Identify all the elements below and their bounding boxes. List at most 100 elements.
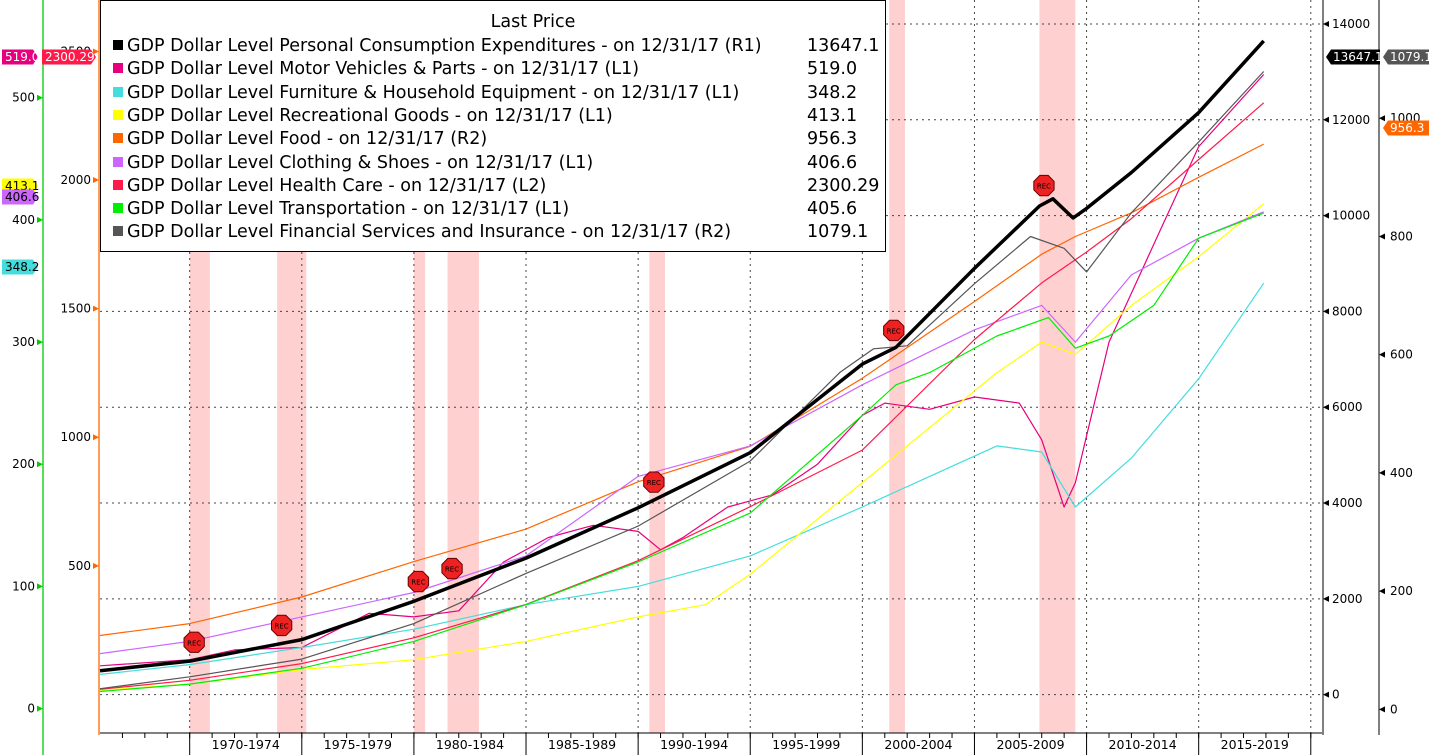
axis-L2-tick-4 <box>93 48 99 55</box>
axis-L2-label-1: 1000 <box>60 430 91 444</box>
legend-swatch-4 <box>113 133 123 144</box>
axis-R1-tick-3 <box>1323 404 1329 411</box>
x-tick-label-4: 1990-1994 <box>660 737 728 752</box>
axis-L2-tick-3 <box>93 177 99 184</box>
axis-L2-label-2: 1500 <box>60 302 91 316</box>
series-line-2 <box>99 282 1265 675</box>
series-line-5 <box>99 211 1264 655</box>
x-tick-label-1: 1975-1979 <box>324 737 392 752</box>
axes: 0100200300400500500100015002000250002000… <box>12 0 1421 755</box>
legend-value-1: 519.0 <box>807 59 858 80</box>
axis-L1-label-1: 100 <box>12 579 35 593</box>
axis-L1-label-3: 300 <box>12 335 35 349</box>
axis-L2-tick-0 <box>93 562 99 569</box>
last-price-tag-label-4: 348.2 <box>5 260 39 274</box>
recession-marker-label-6: REC <box>1037 183 1051 191</box>
legend-value-4: 956.3 <box>807 129 858 150</box>
axis-L1-tick-4 <box>37 216 43 223</box>
axis-R1-label-0: 0 <box>1332 688 1340 702</box>
axis-L2-tick-1 <box>93 434 99 441</box>
last-price-tag-5 <box>1326 49 1380 65</box>
last-price-tag-label-7: 956.3 <box>1390 121 1424 135</box>
legend: Last Price GDP Dollar Level Personal Con… <box>100 0 886 252</box>
legend-value-0: 13647.1 <box>807 36 880 56</box>
recession-marker-label-4: REC <box>647 479 661 487</box>
recession-markers: REC REC REC REC REC REC REC <box>183 174 1055 653</box>
legend-value-8: 1079.1 <box>807 222 869 243</box>
recession-marker-label-0: REC <box>187 639 201 647</box>
series-line-6 <box>99 102 1265 690</box>
axis-R2-tick-0 <box>1379 706 1385 713</box>
series-line-7 <box>99 212 1264 693</box>
legend-entry-1: GDP Dollar Level Motor Vehicles & Parts … <box>113 58 883 81</box>
recession-marker-1 <box>271 614 293 637</box>
axis-R1-tick-1 <box>1323 595 1329 602</box>
recession-marker-2 <box>407 570 430 593</box>
legend-label-0: GDP Dollar Level Personal Consumption Ex… <box>127 36 762 56</box>
recession-band-6 <box>1039 0 1076 733</box>
axis-R1-label-2: 4000 <box>1332 496 1363 510</box>
axis-R1-tick-4 <box>1323 308 1329 315</box>
legend-value-2: 348.2 <box>807 82 858 103</box>
legend-entry-4: GDP Dollar Level Food - on 12/31/17 (R2)… <box>113 128 883 151</box>
legend-entry-0: GDP Dollar Level Personal Consumption Ex… <box>113 35 883 58</box>
legend-entry-5: GDP Dollar Level Clothing & Shoes - on 1… <box>113 152 883 175</box>
x-tick-label-7: 2005-2009 <box>996 737 1064 752</box>
legend-label-2: GDP Dollar Level Furniture & Household E… <box>127 82 740 103</box>
legend-label-7: GDP Dollar Level Transportation - on 12/… <box>127 199 570 220</box>
legend-entry-3: GDP Dollar Level Recreational Goods - on… <box>113 105 883 128</box>
legend-swatch-6 <box>113 179 123 190</box>
legend-swatch-7 <box>113 203 123 214</box>
last-price-tags: 519.0 2300.29 413.1 406.6 348.2 13647.1 1079.1… <box>2 49 1432 275</box>
recession-marker-label-2: REC <box>411 579 425 587</box>
recession-marker-label-3: REC <box>445 566 459 574</box>
axis-L1-label-0: 0 <box>27 702 35 716</box>
axis-R2-tick-3 <box>1379 351 1385 358</box>
legend-value-3: 413.1 <box>807 105 858 126</box>
recession-marker-3 <box>441 557 463 580</box>
axis-R2-label-1: 200 <box>1390 584 1413 598</box>
last-price-tag-0 <box>2 49 38 65</box>
axis-R1-tick-5 <box>1323 212 1329 219</box>
last-price-tag-label-0: 519.0 <box>5 50 39 64</box>
axis-L1-tick-1 <box>37 583 43 590</box>
axis-R1-label-7: 14000 <box>1332 17 1370 31</box>
legend-entry-8: GDP Dollar Level Financial Services and … <box>113 221 883 244</box>
legend-label-4: GDP Dollar Level Food - on 12/31/17 (R2) <box>127 129 488 150</box>
axis-L1-tick-2 <box>37 461 43 468</box>
last-price-tag-label-5: 13647.1 <box>1333 50 1383 64</box>
axis-L2-label-0: 500 <box>68 559 91 573</box>
legend-entry-7: GDP Dollar Level Transportation - on 12/… <box>113 198 883 221</box>
axis-L2-tick-2 <box>93 305 99 312</box>
legend-value-5: 406.6 <box>807 152 858 173</box>
axis-R1-label-3: 6000 <box>1332 400 1363 414</box>
legend-swatch-1 <box>113 63 123 74</box>
axis-R2-label-3: 600 <box>1390 348 1413 362</box>
recession-band-5 <box>889 0 905 733</box>
legend-entry-2: GDP Dollar Level Furniture & Household E… <box>113 82 883 105</box>
x-tick-label-2: 1980-1984 <box>436 737 504 752</box>
series-line-8 <box>99 71 1265 690</box>
axis-R1-label-4: 8000 <box>1332 304 1363 318</box>
axis-R1-tick-2 <box>1323 500 1329 507</box>
recession-marker-6 <box>1033 174 1055 197</box>
axis-L1-tick-0 <box>37 705 43 712</box>
x-tick-label-8: 2010-2014 <box>1109 737 1177 752</box>
legend-label-5: GDP Dollar Level Clothing & Shoes - on 1… <box>127 152 594 173</box>
gridlines <box>100 0 1322 733</box>
series-line-4 <box>99 143 1264 637</box>
recession-marker-label-5: REC <box>887 327 901 335</box>
last-price-tag-4 <box>2 259 38 275</box>
legend-swatch-3 <box>113 109 123 120</box>
axis-R1-tick-6 <box>1323 116 1329 123</box>
axis-L2-label-3: 2000 <box>60 173 91 187</box>
axis-R2-tick-5 <box>1379 115 1385 122</box>
x-tick-label-3: 1985-1989 <box>548 737 616 752</box>
last-price-tag-7 <box>1383 120 1429 136</box>
series-line-0 <box>99 39 1265 673</box>
legend-label-3: GDP Dollar Level Recreational Goods - on… <box>127 105 613 126</box>
series-line-3 <box>99 203 1265 691</box>
x-tick-label-5: 1995-1999 <box>772 737 840 752</box>
series-line-1 <box>99 74 1265 667</box>
axis-R1-label-6: 12000 <box>1332 113 1370 127</box>
